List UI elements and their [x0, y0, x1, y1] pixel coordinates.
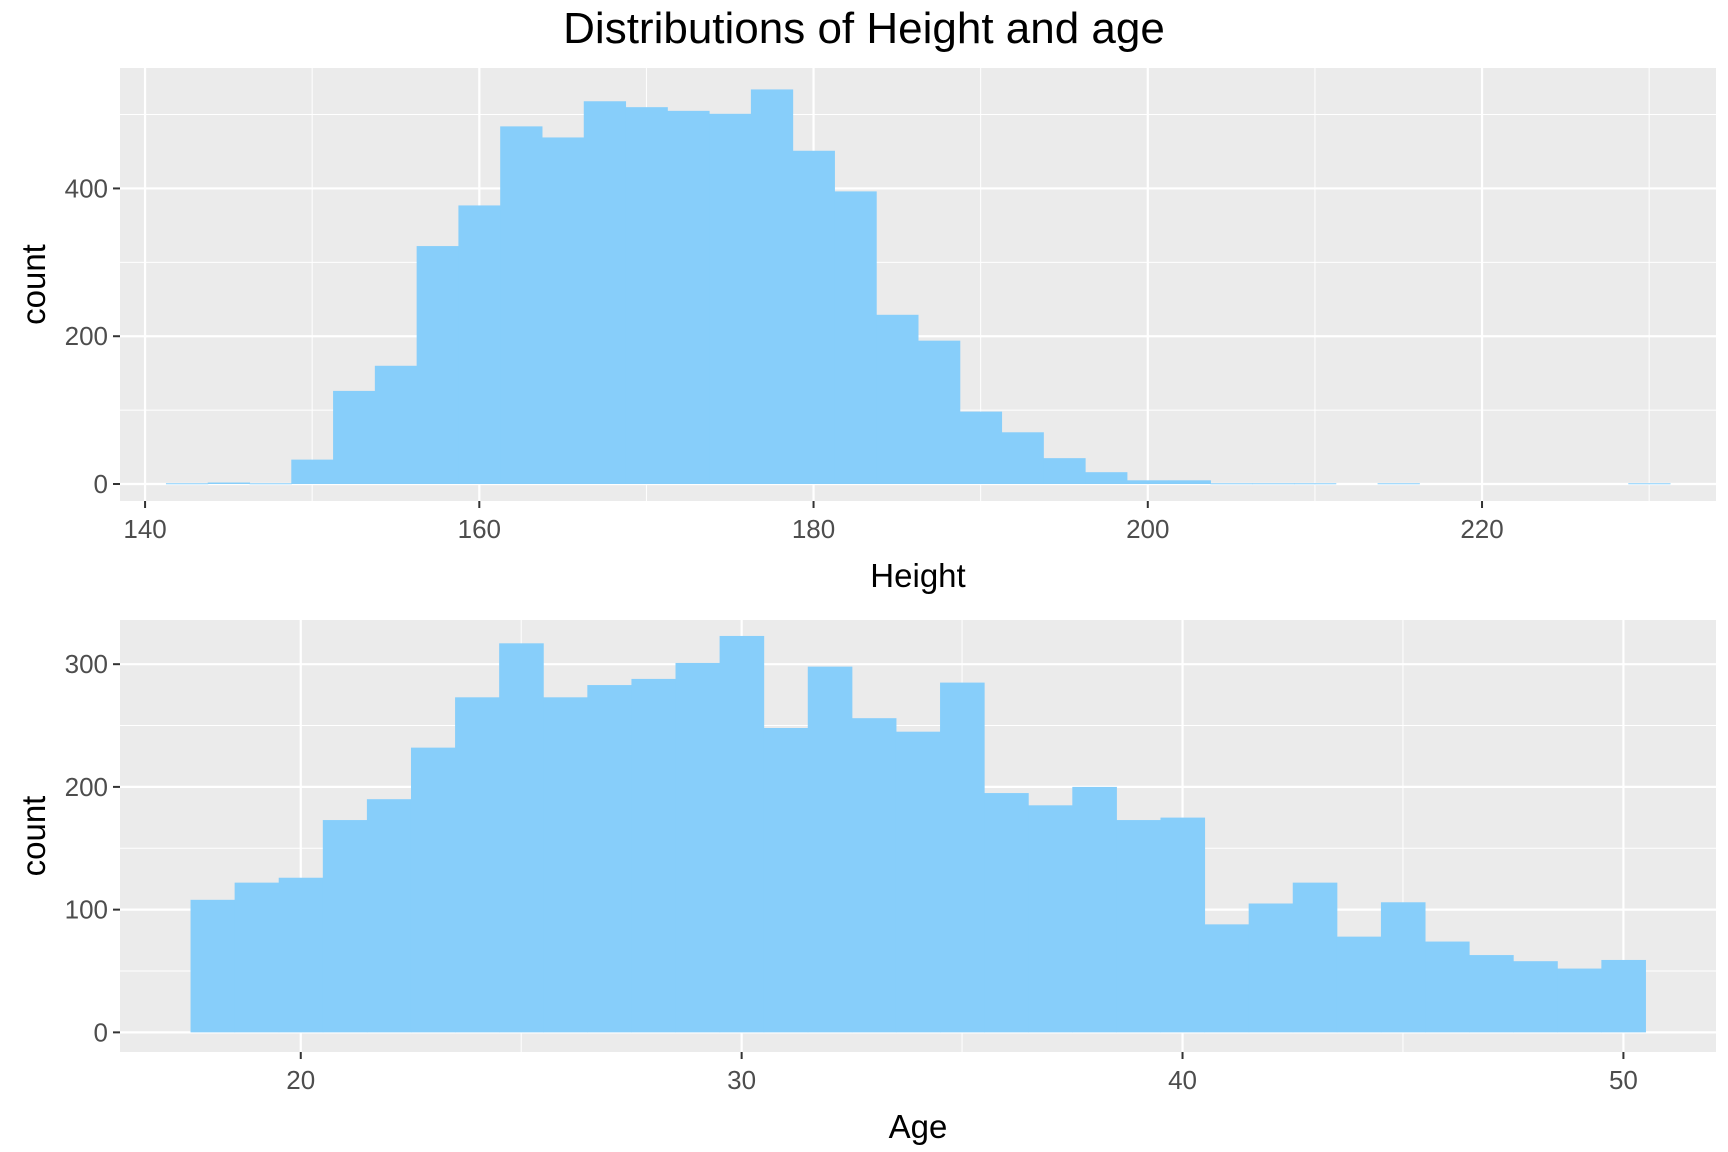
histogram-bar	[543, 697, 588, 1033]
y-axis-title: count	[15, 796, 52, 877]
histogram-bar	[500, 126, 543, 485]
histogram-bar	[984, 793, 1029, 1033]
histogram-bar	[165, 483, 209, 485]
histogram-bar	[587, 685, 632, 1033]
histogram-bar	[1380, 902, 1426, 1033]
histogram-bar	[1292, 882, 1338, 1033]
histogram-bar	[1072, 786, 1117, 1033]
histogram-bar	[410, 747, 456, 1033]
y-tick-label: 200	[65, 772, 108, 802]
histogram-bar	[499, 643, 544, 1033]
y-tick-label: 300	[65, 649, 108, 679]
histogram-bar	[625, 107, 668, 485]
histogram-bar	[1210, 483, 1253, 485]
x-tick-label: 50	[1609, 1065, 1638, 1095]
histogram-bar	[190, 899, 236, 1033]
x-tick-label: 30	[727, 1065, 756, 1095]
chart-title: Distributions of Height and age	[563, 4, 1165, 53]
histogram-bar	[458, 205, 501, 485]
histogram-bar	[918, 340, 961, 485]
histogram-bar	[455, 697, 500, 1033]
histogram-bar	[1116, 820, 1161, 1033]
histogram-bar	[1160, 817, 1206, 1033]
histogram-bar	[1628, 483, 1671, 485]
histogram-bar	[249, 483, 292, 485]
histogram-bar	[667, 110, 710, 485]
histogram-bar	[1513, 961, 1558, 1033]
histogram-bar	[1028, 805, 1073, 1033]
histogram-bar	[1126, 480, 1170, 485]
histogram-bar	[675, 662, 721, 1033]
histogram-bar	[851, 718, 897, 1033]
x-tick-label: 200	[1126, 514, 1169, 544]
histogram-bar	[1294, 483, 1337, 485]
histogram-bar	[333, 390, 376, 485]
histogram-bar	[750, 89, 794, 485]
histogram-bar	[1252, 483, 1295, 485]
x-tick-label: 20	[286, 1065, 315, 1095]
y-tick-label: 400	[65, 173, 108, 203]
histogram-bar	[374, 365, 418, 485]
histogram-bar	[322, 820, 368, 1033]
x-tick-label: 160	[458, 514, 501, 544]
x-tick-label: 180	[792, 514, 835, 544]
x-tick-label: 220	[1460, 514, 1503, 544]
y-tick-label: 200	[65, 321, 108, 351]
histogram-bar	[278, 877, 324, 1033]
x-tick-label: 40	[1168, 1065, 1197, 1095]
histogram-bar	[366, 799, 412, 1033]
histogram-bar	[1001, 432, 1044, 485]
histogram-bar	[1248, 903, 1294, 1033]
histogram-bar	[895, 731, 941, 1033]
histogram-bar	[541, 137, 585, 485]
y-axis-title: count	[15, 244, 52, 325]
histogram-bar	[1557, 968, 1602, 1033]
histogram-bar	[1425, 941, 1470, 1033]
height-histogram: 140 160 180 200 220 0 200 400 Height count	[15, 68, 1716, 594]
histogram-bar	[234, 882, 280, 1033]
histogram-bar	[763, 728, 809, 1033]
histogram-bar	[1204, 924, 1250, 1033]
histogram-bar	[207, 482, 251, 485]
histogram-bar	[1336, 936, 1382, 1033]
histogram-bar	[709, 113, 752, 485]
age-histogram: 20 30 40 50 0 100 200 300 Age count	[15, 620, 1716, 1145]
histogram-bar	[631, 678, 677, 1033]
histogram-bar	[876, 314, 919, 485]
y-tick-label: 0	[94, 469, 108, 499]
histogram-bar	[834, 191, 877, 485]
x-tick-label: 140	[123, 514, 166, 544]
histogram-bar	[792, 150, 835, 485]
x-axis-title: Height	[870, 557, 965, 594]
histogram-bar	[1601, 959, 1646, 1033]
histogram-bar	[807, 666, 853, 1033]
histogram-bar	[1168, 480, 1211, 485]
histogram-bar	[1469, 955, 1514, 1033]
histogram-bar	[940, 682, 985, 1033]
histogram-bar	[291, 459, 334, 485]
histogram-bar	[1377, 483, 1420, 485]
histogram-bar	[959, 411, 1003, 485]
x-axis-title: Age	[889, 1108, 948, 1145]
y-tick-label: 0	[94, 1017, 108, 1047]
histogram-bar	[719, 635, 765, 1033]
histogram-bar	[1085, 472, 1128, 485]
histogram-bar	[583, 101, 627, 485]
histogram-bar	[416, 246, 459, 485]
y-tick-label: 100	[65, 895, 108, 925]
histogram-bar	[1043, 458, 1086, 485]
